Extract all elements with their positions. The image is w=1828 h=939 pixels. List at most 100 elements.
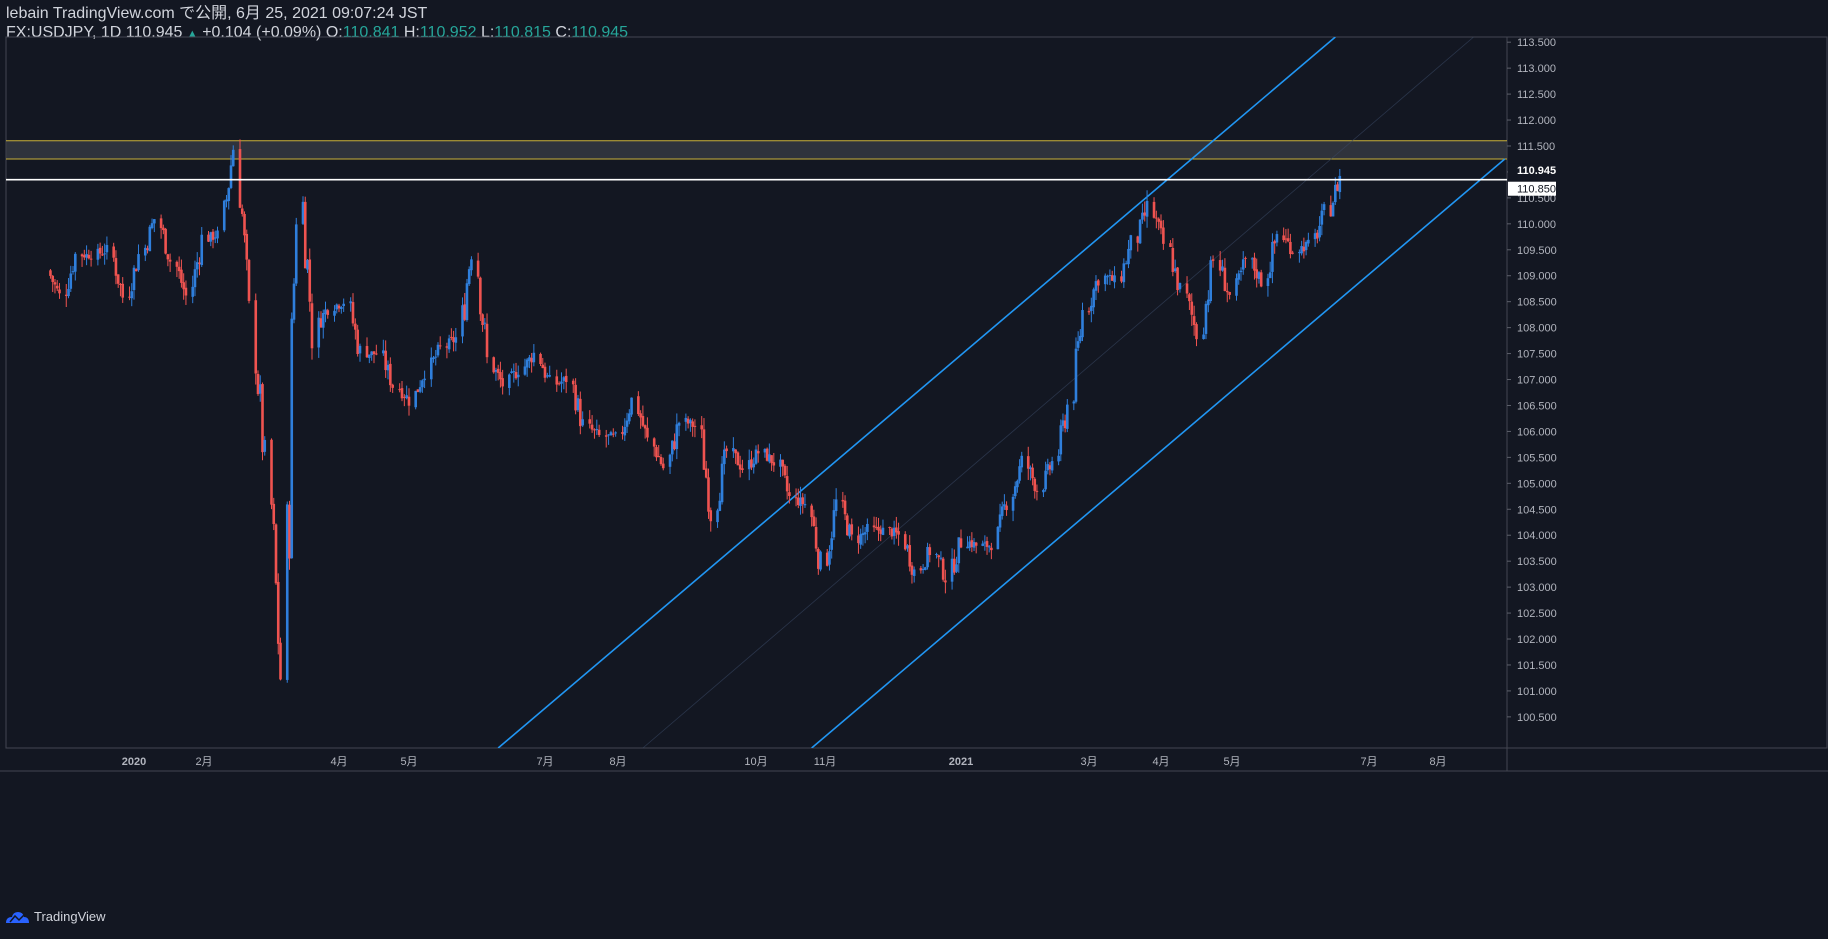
y-tick-label: 106.500: [1517, 400, 1557, 412]
candle: [301, 196, 305, 225]
candle: [432, 355, 435, 363]
candle-body: [848, 524, 851, 537]
candle: [116, 274, 120, 288]
candle: [643, 424, 647, 439]
candle-body: [1063, 420, 1067, 429]
candle-body: [543, 366, 547, 378]
candle: [523, 358, 527, 376]
candle: [590, 415, 594, 433]
footer-brand[interactable]: TradingView: [4, 909, 106, 924]
candle: [877, 517, 880, 541]
candle: [200, 227, 204, 267]
candle-body: [321, 313, 325, 328]
candle: [400, 381, 404, 402]
candle: [213, 230, 217, 244]
candle: [857, 526, 860, 554]
candle-body: [193, 269, 197, 288]
candle: [321, 309, 325, 339]
publish-info: lebain TradingView.com で公開, 6月 25, 2021 …: [6, 5, 428, 22]
candle-body: [67, 288, 70, 297]
candle: [492, 356, 496, 374]
candle-body: [1124, 263, 1128, 265]
candle-body: [819, 551, 822, 570]
candle-body: [1289, 241, 1292, 255]
candle: [859, 528, 862, 549]
candle-body: [1313, 233, 1317, 240]
candle: [71, 266, 75, 275]
candle: [429, 347, 433, 387]
candle: [153, 219, 156, 233]
candle-body: [434, 356, 438, 358]
candle: [51, 274, 55, 293]
candle-body: [539, 353, 542, 364]
candle-body: [349, 301, 352, 304]
candle-body: [723, 449, 726, 465]
candle-body: [950, 558, 954, 582]
candle-body: [175, 261, 179, 267]
candle-body: [628, 413, 631, 422]
candle-body: [581, 419, 584, 426]
candle-body: [229, 165, 233, 188]
candle: [285, 501, 289, 683]
candle-body: [103, 253, 106, 255]
candle-body: [781, 459, 785, 467]
x-tick-label: 2月: [195, 756, 212, 768]
candle: [516, 365, 520, 387]
candle: [1221, 259, 1224, 272]
candle-body: [888, 527, 891, 529]
candle: [1016, 479, 1019, 493]
candle-body: [1152, 201, 1156, 218]
candle: [222, 199, 226, 233]
candle-body: [1338, 175, 1342, 193]
last-price-label: 110.945: [1517, 165, 1556, 177]
candle: [560, 372, 563, 393]
candle-body: [750, 459, 753, 468]
candle-body: [119, 283, 122, 285]
candle-body: [1195, 324, 1198, 340]
candle: [1298, 249, 1301, 263]
candle: [525, 357, 529, 377]
candle: [996, 525, 1000, 550]
candle: [702, 418, 706, 470]
candle: [1057, 449, 1060, 466]
candle-body: [866, 523, 869, 532]
candle-body: [625, 420, 629, 427]
y-tick-label: 105.500: [1517, 452, 1557, 464]
candle: [391, 383, 394, 393]
candle: [1138, 219, 1142, 245]
candle: [763, 448, 767, 458]
candle: [557, 381, 561, 386]
x-tick-label: 2020: [122, 756, 146, 768]
y-tick-label: 107.500: [1517, 349, 1557, 361]
candle-body: [677, 422, 681, 426]
candle-body: [143, 247, 147, 256]
x-tick-label: 8月: [609, 756, 626, 768]
candle: [333, 305, 336, 322]
x-tick-label: 10月: [744, 756, 767, 768]
candle-body: [73, 253, 77, 272]
candle: [779, 454, 782, 477]
y-tick-label: 100.500: [1517, 712, 1557, 724]
candle: [175, 260, 179, 278]
candle-body: [1331, 202, 1335, 217]
candle: [732, 437, 735, 458]
candle: [828, 545, 831, 571]
y-tick-label: 104.500: [1517, 504, 1557, 516]
candle-body: [494, 369, 498, 372]
candle-body: [1145, 200, 1149, 217]
candle: [143, 244, 147, 262]
candle-body: [857, 535, 860, 544]
candle-body: [955, 564, 958, 572]
candle-body: [686, 418, 690, 424]
candle: [863, 526, 867, 544]
candle: [1307, 232, 1310, 247]
candle: [403, 394, 406, 407]
candle-body: [114, 258, 118, 276]
y-tick-label: 102.500: [1517, 608, 1557, 620]
candle: [1141, 203, 1144, 224]
candle-body: [747, 460, 751, 470]
y-tick-label: 103.500: [1517, 556, 1557, 568]
candle: [1018, 459, 1021, 484]
candle-body: [772, 462, 776, 466]
